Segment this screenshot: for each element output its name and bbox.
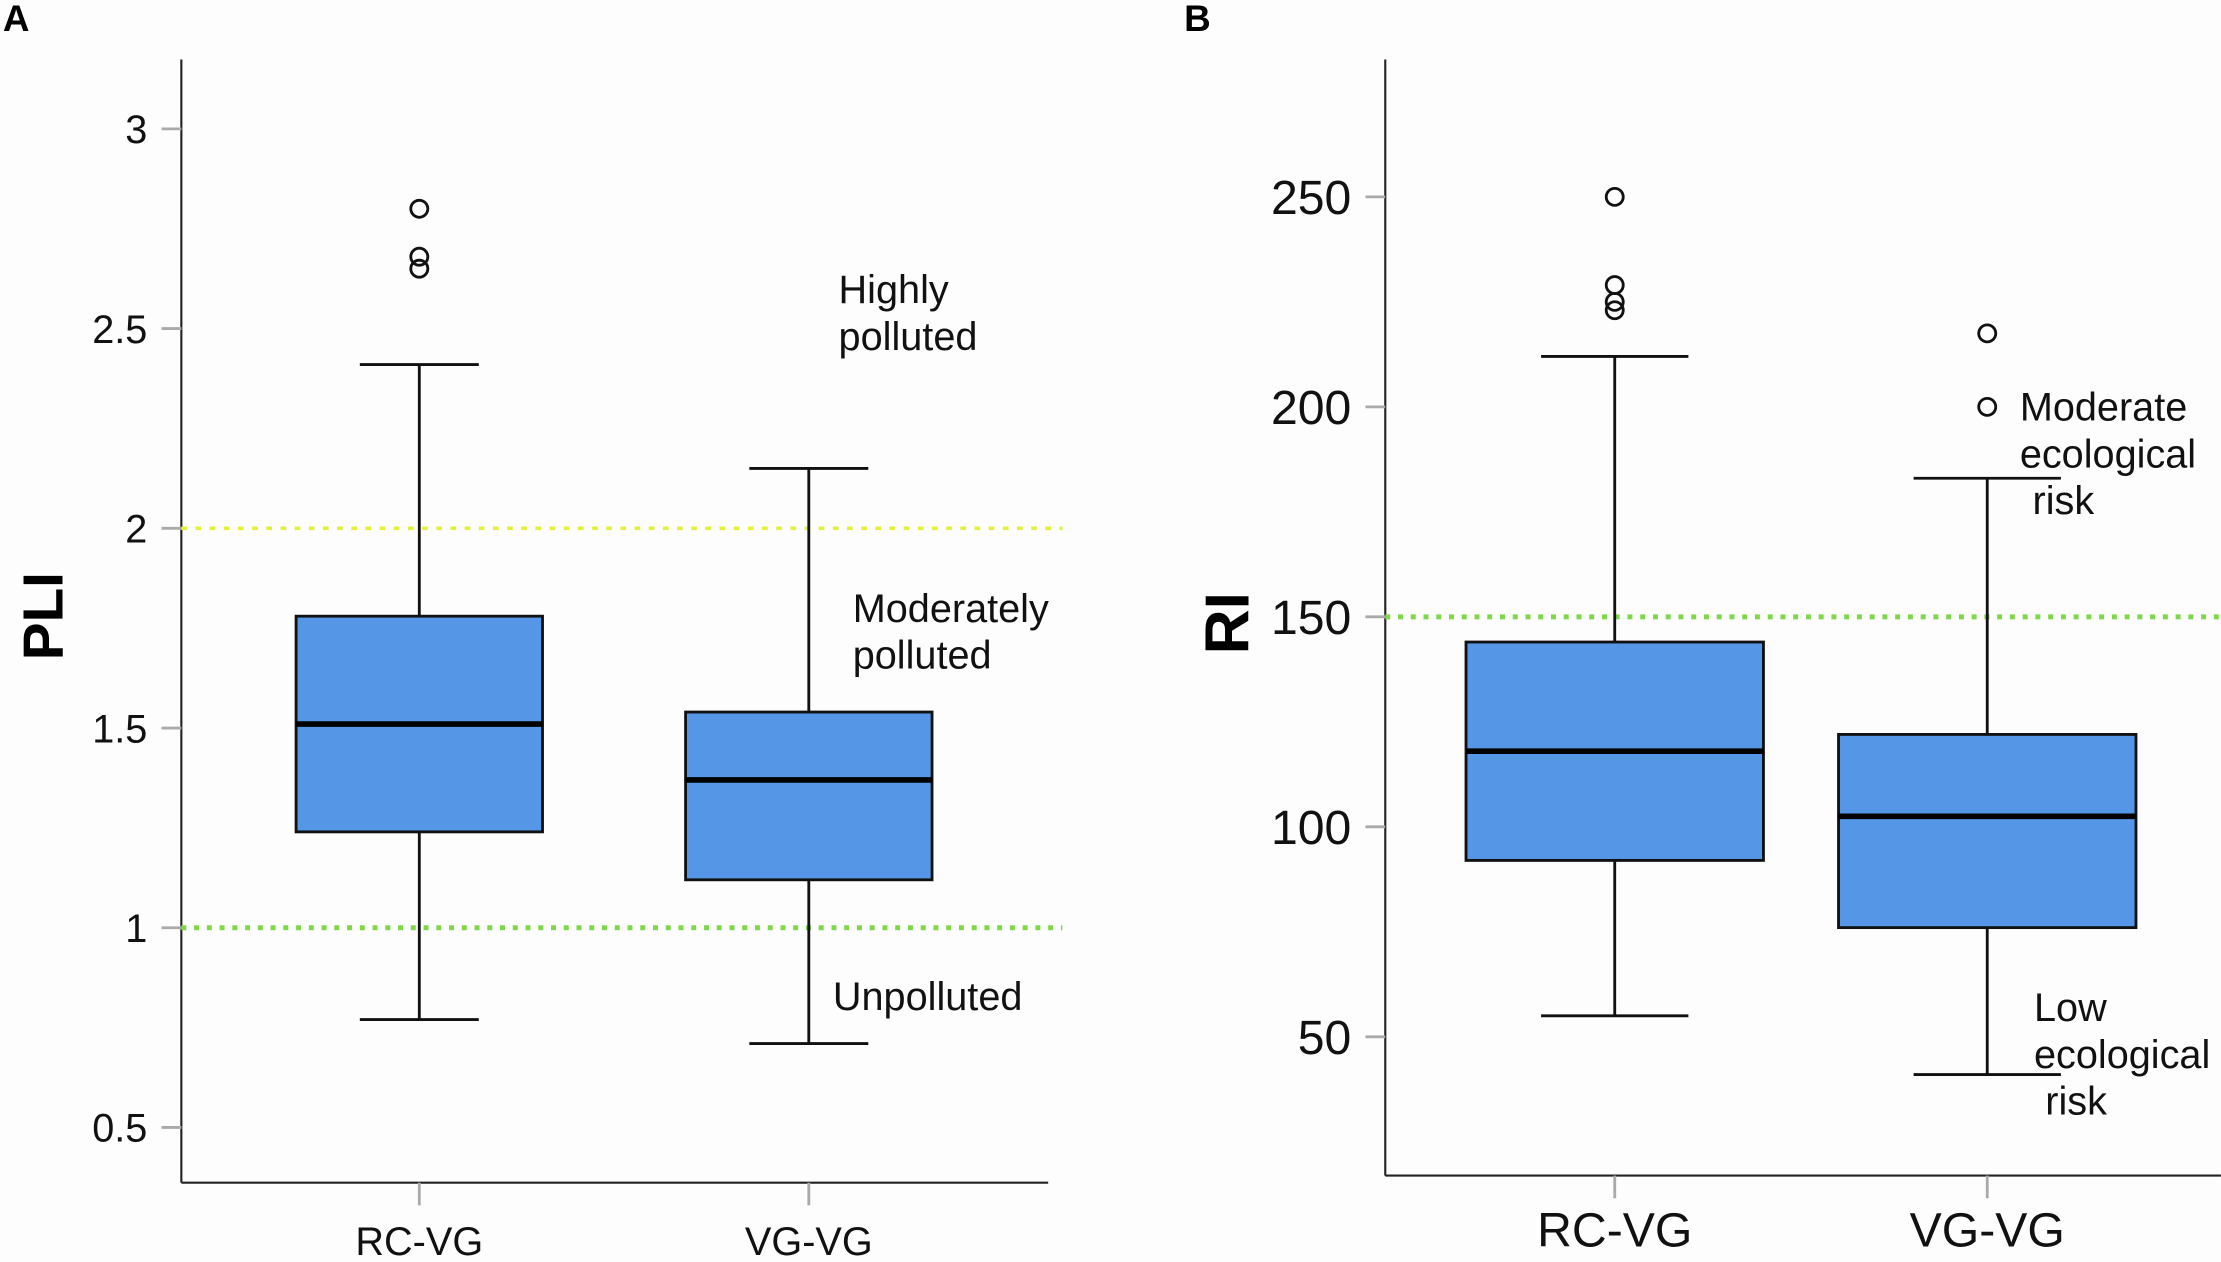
outlier-point [1604, 300, 1625, 321]
iqr-box [684, 710, 934, 882]
box-rc-vg [1464, 186, 1765, 1018]
y-tick-label: 50 [1298, 1011, 1352, 1065]
y-tick-label: 1.5 [92, 707, 147, 751]
y-tick-label: 150 [1271, 591, 1351, 645]
outlier-point [409, 198, 430, 219]
zone-annotation: Unpolluted [833, 975, 1023, 1019]
box-vg-vg [684, 466, 934, 1045]
y-tick-label: 2.5 [92, 308, 147, 352]
outlier-point [1977, 396, 1998, 417]
y-tick-label: 100 [1271, 801, 1351, 855]
zone-annotation: Moderately [853, 587, 1049, 631]
x-tick-label: VG-VG [745, 1220, 873, 1262]
zone-annotation: ecological [2034, 1033, 2210, 1077]
zone-annotation: Low [2034, 986, 2107, 1030]
x-tick-label: RC-VG [1537, 1203, 1692, 1257]
box-rc-vg [294, 198, 544, 1022]
outlier-point [409, 246, 430, 267]
y-tick-label: 200 [1271, 381, 1351, 435]
y-tick-label: 0.5 [92, 1107, 147, 1151]
panel-label: A [3, 0, 30, 39]
outlier-point [1604, 275, 1625, 295]
outlier-point [1604, 291, 1625, 312]
zone-annotation: polluted [853, 634, 992, 678]
x-tick-label: VG-VG [1910, 1203, 2065, 1257]
outlier-point [409, 258, 430, 279]
zone-annotation: ecological [2020, 432, 2196, 476]
y-tick-label: 1 [125, 907, 147, 951]
x-tick-label: RC-VG [355, 1220, 483, 1262]
y-tick-label: 2 [125, 508, 147, 552]
panel-label: B [1184, 0, 1211, 39]
zone-annotation: Moderate [2020, 386, 2187, 430]
zone-annotation: polluted [839, 315, 978, 359]
outlier-point [1977, 323, 1998, 344]
zone-annotation: Highly [839, 268, 949, 312]
zone-annotation: risk [2045, 1080, 2107, 1124]
y-axis-label: RI [1193, 592, 1262, 654]
y-tick-label: 250 [1271, 171, 1351, 225]
zone-annotation: risk [2033, 479, 2095, 523]
iqr-box [1837, 733, 2138, 930]
outlier-point [1604, 186, 1625, 207]
y-tick-label: 3 [125, 108, 147, 152]
y-axis-label: PLI [12, 572, 75, 660]
box-vg-vg [1837, 323, 2138, 1077]
